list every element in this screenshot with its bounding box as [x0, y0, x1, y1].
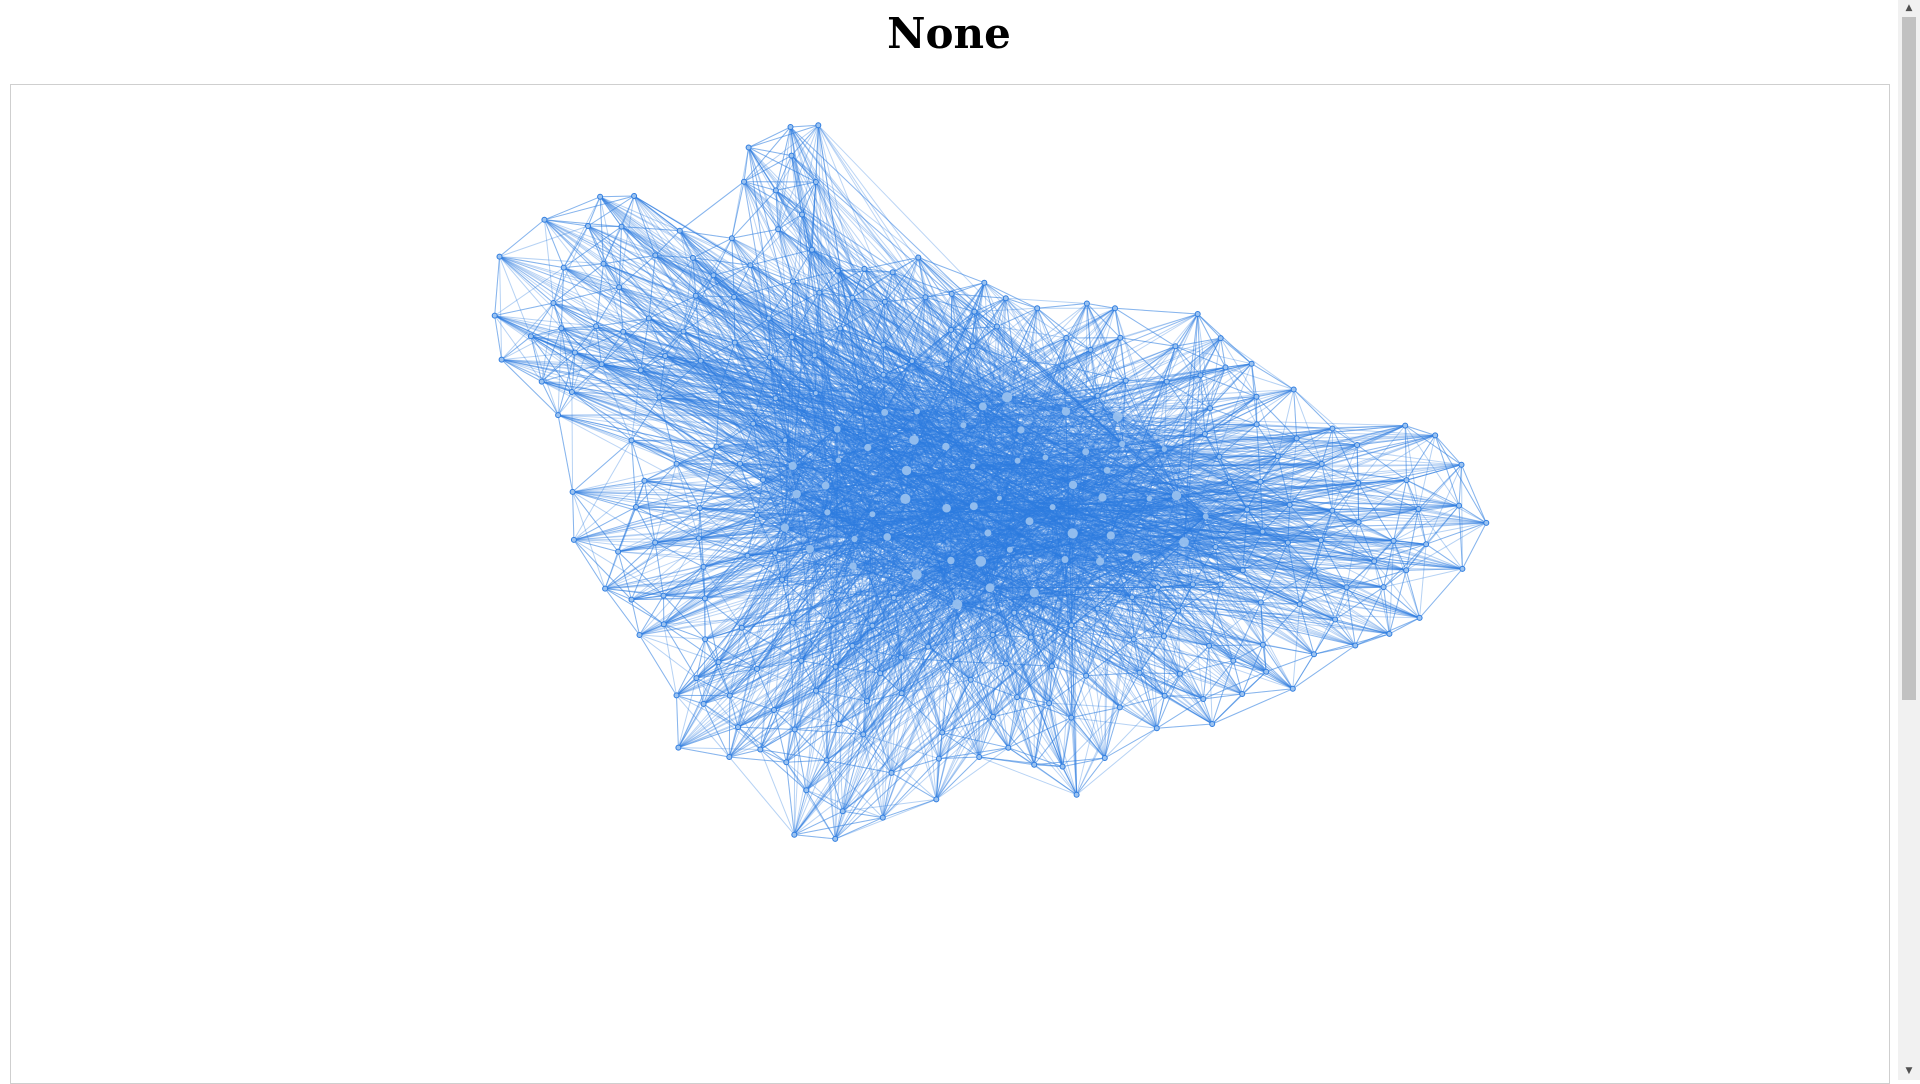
graph-edge [729, 757, 794, 835]
graph-edge [1405, 426, 1461, 465]
graph-edge [1435, 435, 1461, 464]
graph-edge [1406, 570, 1419, 618]
graph-edge [729, 696, 730, 757]
graph-edge [1459, 465, 1462, 506]
graph-edge [1252, 364, 1294, 390]
graph-edge [1242, 689, 1293, 694]
graph-edge [749, 127, 791, 148]
graph-edge [502, 360, 558, 416]
graph-edge [794, 835, 835, 839]
graph-edge [1037, 304, 1087, 309]
graph-edge [600, 196, 634, 197]
network-graph-svg[interactable] [11, 85, 1889, 1083]
graph-edge [558, 415, 573, 492]
graph-edge [677, 695, 679, 747]
graph-edge [640, 635, 697, 678]
graph-edge [500, 257, 502, 360]
graph-edge [1120, 696, 1165, 708]
graph-edge [572, 392, 573, 492]
graph-edge [1435, 435, 1486, 523]
graph-edge [1462, 465, 1487, 523]
graph-edge [500, 220, 545, 257]
page-title: None [0, 8, 1898, 60]
graph-edge [573, 492, 574, 540]
graph-edge [558, 392, 572, 415]
graph-edge [1198, 314, 1252, 364]
graph-edge [502, 336, 531, 359]
graph-edge [618, 552, 663, 596]
graph-edge [1420, 569, 1463, 618]
graph-edge [1212, 672, 1266, 724]
graph-edge [1115, 308, 1198, 314]
graph-edge [495, 257, 500, 316]
graph-edge [558, 415, 631, 440]
graph-edge [1157, 724, 1212, 728]
graph-edge [979, 748, 1008, 757]
network-graph-canvas[interactable] [10, 84, 1890, 1084]
graph-edge [901, 658, 902, 694]
